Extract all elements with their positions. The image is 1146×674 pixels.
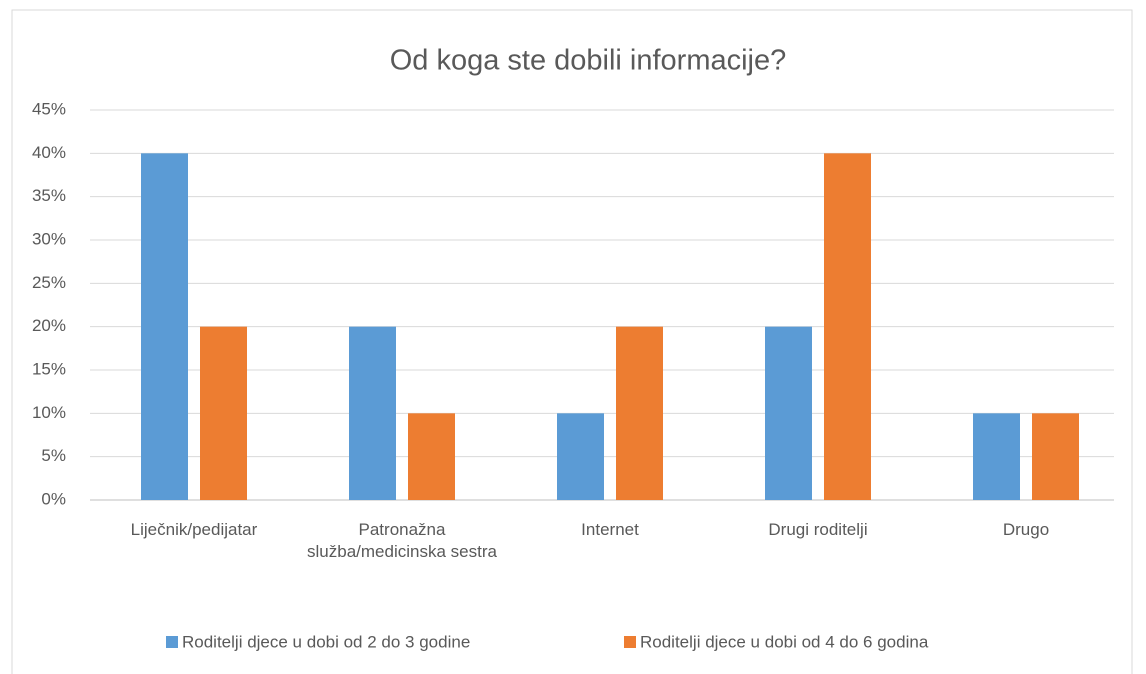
chart-border: [11, 9, 1133, 674]
bar: [557, 413, 604, 500]
x-tick-label: Patronažna služba/medicinska sestra: [307, 520, 497, 561]
bar: [408, 413, 455, 500]
y-tick-label: 30%: [32, 229, 66, 248]
y-tick-label: 25%: [32, 273, 66, 292]
x-tick-label: Liječnik/pedijatar: [130, 520, 258, 539]
bar: [616, 326, 663, 500]
x-tick-label: Internet: [581, 520, 639, 539]
y-tick-label: 5%: [41, 446, 66, 465]
bar: [349, 326, 396, 500]
legend-label: Roditelji djece u dobi od 4 do 6 godina: [640, 632, 929, 651]
bar: [973, 413, 1020, 500]
y-tick-label: 35%: [32, 186, 66, 205]
bar: [200, 326, 247, 500]
chart-title: Od koga ste dobili informacije?: [390, 45, 787, 77]
x-tick-label: Drugo: [1002, 520, 1050, 539]
y-tick-label: 10%: [32, 403, 66, 422]
y-tick-label: 45%: [32, 99, 66, 118]
x-tick-label: Drugi roditelji: [768, 520, 868, 539]
legend-label: Roditelji djece u dobi od 2 do 3 godine: [182, 632, 470, 651]
bar: [765, 326, 812, 500]
y-tick-label: 15%: [32, 359, 66, 378]
y-tick-label: 0%: [41, 489, 66, 508]
y-tick-label: 40%: [32, 143, 66, 162]
legend-swatch: [624, 636, 636, 648]
bar: [141, 153, 188, 501]
bar: [1032, 413, 1079, 500]
legend-swatch: [166, 636, 178, 648]
y-tick-label: 20%: [32, 316, 66, 335]
bar: [824, 153, 871, 501]
